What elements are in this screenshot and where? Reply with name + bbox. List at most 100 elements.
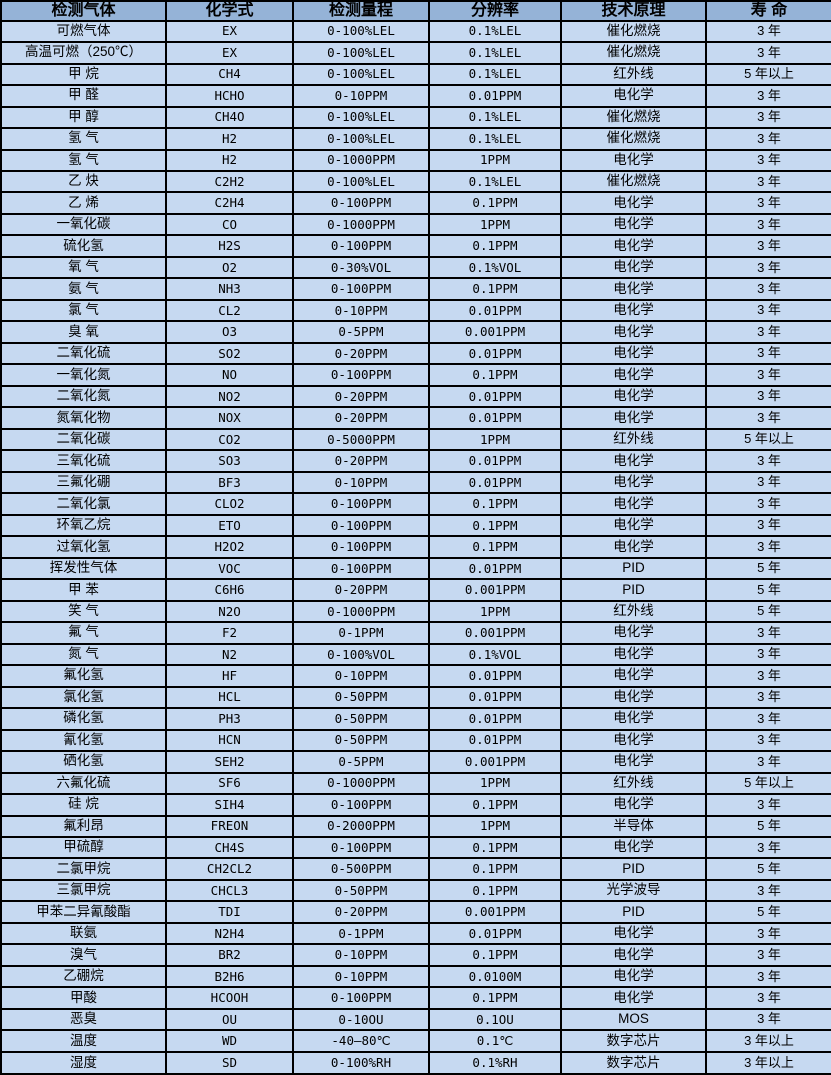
formula-cell: H2S — [165, 234, 294, 258]
range-cell: 0-5PPM — [292, 320, 430, 344]
resolution-cell: 0.1%VOL — [428, 255, 562, 280]
range-cell: 0-1PPM — [292, 921, 430, 946]
principle-cell: 红外线 — [560, 771, 707, 796]
table-row: 甲 烷 CH4 0-100%LEL 0.1%LEL 红外线 5 年以上 — [0, 62, 831, 87]
principle-cell: 电化学 — [560, 449, 707, 473]
principle-cell: PID — [560, 857, 707, 881]
lifespan-cell: 3 年 — [705, 964, 831, 989]
table-row: 氢 气 H2 0-1000PPM 1PPM 电化学 3 年 — [0, 148, 831, 173]
gas-name-cell: 二氧化硫 — [0, 341, 167, 366]
lifespan-cell: 3 年 — [705, 921, 831, 946]
principle-cell: PID — [560, 556, 707, 581]
range-cell: 0-50PPM — [292, 685, 430, 710]
formula-cell: NO2 — [165, 384, 294, 409]
formula-cell: BR2 — [165, 943, 294, 967]
principle-cell: 电化学 — [560, 384, 707, 409]
lifespan-cell: 3 年 — [705, 728, 831, 753]
range-cell: 0-1000PPM — [292, 148, 430, 173]
gas-name-cell: 过氧化氢 — [0, 535, 167, 559]
resolution-cell: 0.1%RH — [428, 1050, 562, 1075]
resolution-cell: 0.001PPM — [428, 750, 562, 774]
principle-cell: 电化学 — [560, 320, 707, 344]
principle-cell: 电化学 — [560, 148, 707, 173]
formula-cell: N2H4 — [165, 921, 294, 946]
lifespan-cell: 3 年 — [705, 84, 831, 108]
lifespan-cell: 3 年 — [705, 664, 831, 688]
gas-name-cell: 溴气 — [0, 943, 167, 967]
principle-cell: 电化学 — [560, 234, 707, 258]
lifespan-cell: 5 年 — [705, 814, 831, 839]
gas-name-cell: 三氧化硫 — [0, 449, 167, 473]
gas-name-cell: 环氧乙烷 — [0, 513, 167, 538]
formula-cell: TDI — [165, 900, 294, 924]
formula-cell: HF — [165, 664, 294, 688]
table-row: 甲 苯 C6H6 0-20PPM 0.001PPM PID 5 年 — [0, 578, 831, 602]
gas-name-cell: 笑 气 — [0, 599, 167, 624]
formula-cell: H2 — [165, 148, 294, 173]
resolution-cell: 0.1PPM — [428, 492, 562, 516]
principle-cell: 电化学 — [560, 470, 707, 495]
gas-name-cell: 可燃气体 — [0, 19, 167, 44]
column-header-range: 检测量程 — [292, 0, 430, 22]
range-cell: 0-100PPM — [292, 363, 430, 387]
table-row: 氢 气 H2 0-100%LEL 0.1%LEL 催化燃烧 3 年 — [0, 126, 831, 151]
column-header-lifespan: 寿 命 — [705, 0, 831, 22]
table-row: 氧 气 O2 0-30%VOL 0.1%VOL 电化学 3 年 — [0, 255, 831, 280]
lifespan-cell: 3 年 — [705, 1007, 831, 1032]
range-cell: 0-30%VOL — [292, 255, 430, 280]
resolution-cell: 0.1%LEL — [428, 19, 562, 44]
principle-cell: 电化学 — [560, 363, 707, 387]
gas-name-cell: 二氧化氯 — [0, 492, 167, 516]
range-cell: 0-100%LEL — [292, 169, 430, 194]
principle-cell: 催化燃烧 — [560, 105, 707, 130]
column-header-resolution: 分辨率 — [428, 0, 562, 22]
gas-name-cell: 氟 气 — [0, 621, 167, 645]
table-row: 二氯甲烷 CH2CL2 0-500PPM 0.1PPM PID 5 年 — [0, 857, 831, 881]
resolution-cell: 0.1%LEL — [428, 126, 562, 151]
table-row: 甲 醇 CH4O 0-100%LEL 0.1%LEL 催化燃烧 3 年 — [0, 105, 831, 130]
range-cell: 0-10PPM — [292, 664, 430, 688]
formula-cell: CH4O — [165, 105, 294, 130]
gas-name-cell: 氢 气 — [0, 126, 167, 151]
principle-cell: 电化学 — [560, 664, 707, 688]
resolution-cell: 0.01PPM — [428, 341, 562, 366]
range-cell: 0-1000PPM — [292, 599, 430, 624]
lifespan-cell: 3 年 — [705, 234, 831, 258]
table-row: 一氧化氮 NO 0-100PPM 0.1PPM 电化学 3 年 — [0, 363, 831, 387]
lifespan-cell: 5 年 — [705, 599, 831, 624]
formula-cell: CO2 — [165, 427, 294, 452]
gas-name-cell: 三氯甲烷 — [0, 878, 167, 903]
formula-cell: CL2 — [165, 298, 294, 323]
range-cell: 0-50PPM — [292, 878, 430, 903]
lifespan-cell: 3 年 — [705, 277, 831, 301]
table-header: 检测气体 化学式 检测量程 分辨率 技术原理寿 命 — [0, 0, 831, 22]
resolution-cell: 0.1PPM — [428, 835, 562, 860]
formula-cell: C6H6 — [165, 578, 294, 602]
table-row: 氮氧化物 NOX 0-20PPM 0.01PPM 电化学 3 年 — [0, 406, 831, 430]
lifespan-cell: 3 年 — [705, 449, 831, 473]
formula-cell: NH3 — [165, 277, 294, 301]
range-cell: 0-100PPM — [292, 835, 430, 860]
range-cell: 0-10OU — [292, 1007, 430, 1032]
gas-name-cell: 氨 气 — [0, 277, 167, 301]
formula-cell: O2 — [165, 255, 294, 280]
principle-cell: 电化学 — [560, 943, 707, 967]
formula-cell: SF6 — [165, 771, 294, 796]
lifespan-cell: 3 年 — [705, 470, 831, 495]
formula-cell: OU — [165, 1007, 294, 1032]
principle-cell: 红外线 — [560, 599, 707, 624]
gas-name-cell: 联氨 — [0, 921, 167, 946]
resolution-cell: 0.1℃ — [428, 1029, 562, 1053]
range-cell: 0-10PPM — [292, 298, 430, 323]
lifespan-cell: 3 年 — [705, 642, 831, 667]
range-cell: 0-1PPM — [292, 621, 430, 645]
principle-cell: 电化学 — [560, 921, 707, 946]
principle-cell: 电化学 — [560, 750, 707, 774]
formula-cell: PH3 — [165, 707, 294, 731]
resolution-cell: 0.0100M — [428, 964, 562, 989]
table-row: 甲酸 HCOOH 0-100PPM 0.1PPM 电化学 3 年 — [0, 986, 831, 1010]
principle-cell: 电化学 — [560, 728, 707, 753]
principle-cell: 电化学 — [560, 642, 707, 667]
principle-cell: 电化学 — [560, 513, 707, 538]
gas-name-cell: 甲酸 — [0, 986, 167, 1010]
